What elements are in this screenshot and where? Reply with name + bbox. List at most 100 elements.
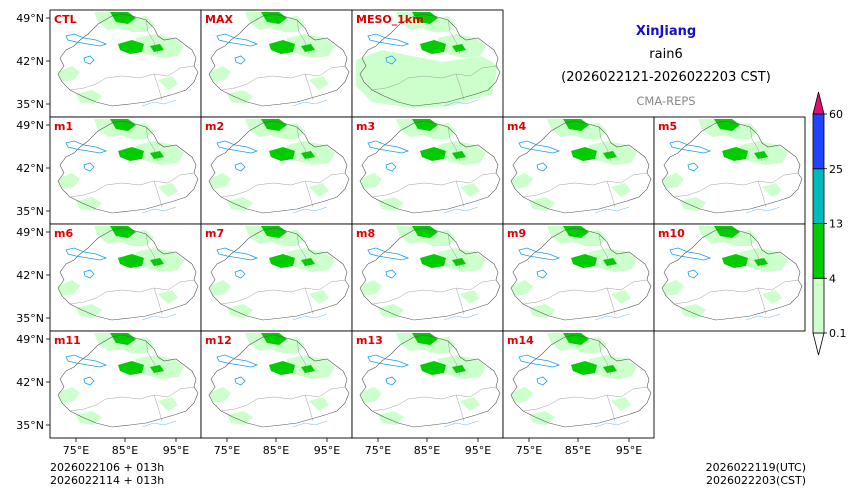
precip-light-area bbox=[460, 183, 480, 197]
river bbox=[443, 99, 479, 107]
admin-boundary bbox=[522, 184, 560, 198]
admin-boundary bbox=[455, 180, 465, 208]
admin-boundary bbox=[304, 73, 314, 101]
lake-outline bbox=[83, 269, 95, 279]
admin-boundary bbox=[153, 287, 163, 315]
lake-outline bbox=[518, 247, 561, 261]
river bbox=[443, 313, 479, 321]
precip-light-area bbox=[529, 304, 555, 318]
precip-light-area bbox=[58, 280, 80, 296]
admin-boundary bbox=[167, 279, 195, 291]
precip-light-area bbox=[460, 397, 480, 411]
admin-boundary bbox=[145, 233, 159, 269]
map-panel-MAX: MAX bbox=[200, 9, 353, 118]
precip-moderate-area bbox=[420, 361, 446, 375]
lon-tick-label: 95°E bbox=[314, 444, 340, 457]
river bbox=[594, 206, 630, 214]
precip-light-area bbox=[309, 76, 329, 90]
admin-boundary bbox=[69, 398, 107, 412]
admin-boundary bbox=[522, 291, 560, 305]
river bbox=[594, 420, 630, 428]
lake-outline bbox=[65, 33, 108, 47]
admin-boundary bbox=[304, 180, 314, 208]
precip-moderate-area bbox=[452, 151, 466, 159]
lake-outline bbox=[385, 376, 397, 386]
province-border bbox=[359, 120, 501, 214]
precip-light-area bbox=[76, 304, 102, 318]
admin-boundary bbox=[318, 279, 346, 291]
admin-boundary bbox=[371, 398, 409, 412]
panel-frame bbox=[653, 223, 806, 332]
admin-boundary bbox=[620, 172, 648, 184]
river bbox=[141, 313, 177, 321]
panel-label-m1: m1 bbox=[54, 120, 73, 133]
province-border bbox=[359, 334, 501, 428]
admin-boundary bbox=[371, 291, 409, 305]
panel-label-m3: m3 bbox=[356, 120, 375, 133]
period-label: (2026022121-2026022203 CST) bbox=[561, 70, 771, 85]
map-panel-m8: m8 bbox=[351, 223, 504, 332]
precip-light-area bbox=[611, 397, 631, 411]
admin-boundary bbox=[318, 172, 346, 184]
lake-outline bbox=[216, 247, 259, 261]
precip-light-area bbox=[158, 76, 178, 90]
river bbox=[443, 206, 479, 214]
lake-outline bbox=[216, 354, 259, 368]
admin-boundary bbox=[256, 180, 320, 186]
province-border bbox=[57, 334, 199, 428]
precip-light-area bbox=[762, 183, 782, 197]
map-panel-m11: m11 bbox=[49, 330, 202, 439]
precip-moderate-area bbox=[603, 258, 617, 266]
precip-moderate-area bbox=[301, 258, 315, 266]
admin-boundary bbox=[469, 172, 497, 184]
panel-label-MESO_1km: MESO_1km bbox=[356, 13, 424, 26]
precip-moderate-area bbox=[571, 254, 597, 268]
admin-boundary bbox=[153, 394, 163, 422]
map-panel-m4: m4 bbox=[502, 116, 655, 225]
variable-label: rain6 bbox=[649, 47, 682, 62]
lake-outline bbox=[687, 162, 699, 172]
lon-tick-label: 95°E bbox=[163, 444, 189, 457]
precip-light-area bbox=[309, 397, 329, 411]
map-panel-m12: m12 bbox=[200, 330, 353, 439]
lat-tick-label: 42°N bbox=[16, 55, 44, 68]
admin-boundary bbox=[620, 279, 648, 291]
precip-light-area bbox=[227, 90, 253, 104]
admin-boundary bbox=[69, 77, 107, 91]
admin-boundary bbox=[673, 184, 711, 198]
precip-moderate-area bbox=[301, 44, 315, 52]
lat-tick-label: 35°N bbox=[16, 312, 44, 325]
admin-boundary bbox=[558, 287, 622, 293]
province-border bbox=[510, 227, 652, 321]
admin-boundary bbox=[709, 180, 773, 186]
precip-moderate-area bbox=[150, 44, 164, 52]
precip-moderate-area bbox=[118, 361, 144, 375]
map-panel-m13: m13 bbox=[351, 330, 504, 439]
precip-light-area bbox=[58, 173, 80, 189]
admin-boundary bbox=[522, 398, 560, 412]
lon-tick-label: 85°E bbox=[565, 444, 591, 457]
colorbar: 0.1 4 13 25 60 bbox=[812, 91, 847, 356]
precip-moderate-area bbox=[754, 258, 768, 266]
map-panel-m7: m7 bbox=[200, 223, 353, 332]
valid-utc-label: 2026022119(UTC) bbox=[706, 461, 806, 474]
lake-outline bbox=[234, 162, 246, 172]
admin-boundary bbox=[296, 233, 310, 269]
lat-tick-label: 42°N bbox=[16, 162, 44, 175]
admin-boundary bbox=[153, 73, 163, 101]
precip-moderate-area bbox=[301, 365, 315, 373]
map-panel-m3: m3 bbox=[351, 116, 504, 225]
precip-light-area bbox=[680, 197, 706, 211]
precip-light-area bbox=[511, 387, 533, 403]
lake-outline bbox=[234, 55, 246, 65]
admin-boundary bbox=[757, 287, 767, 315]
lake-outline bbox=[216, 33, 259, 47]
precip-moderate-area bbox=[301, 151, 315, 159]
lon-tick-label: 75°E bbox=[63, 444, 89, 457]
river bbox=[141, 206, 177, 214]
precip-moderate-area bbox=[150, 151, 164, 159]
lat-tick-label: 42°N bbox=[16, 269, 44, 282]
map-panel-MESO_1km: MESO_1km bbox=[351, 9, 504, 118]
admin-boundary bbox=[771, 172, 799, 184]
